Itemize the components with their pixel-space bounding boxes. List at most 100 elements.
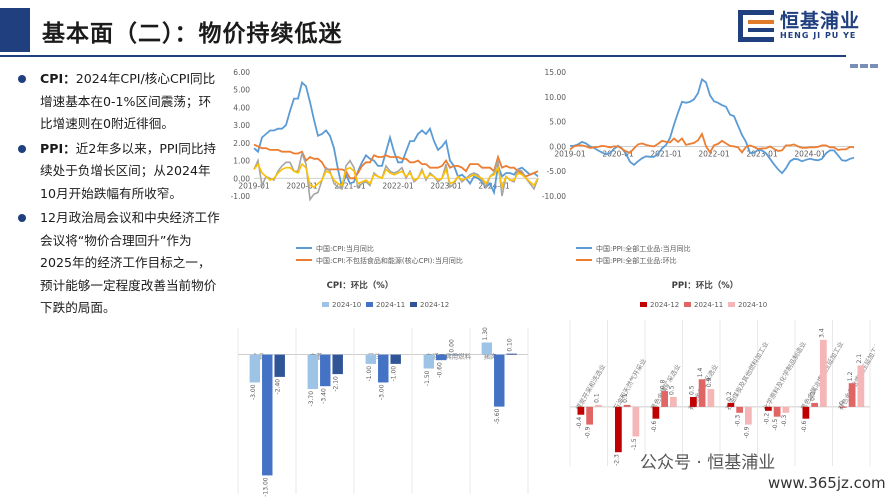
data-label: -0.3 — [781, 415, 788, 427]
y-tick-label: -1.00 — [231, 192, 251, 201]
bar — [481, 342, 493, 355]
x-tick-label: 2020-01 — [286, 181, 318, 190]
watermark-url: www.365jz.com — [768, 474, 886, 492]
data-label: 0.1 — [593, 393, 600, 403]
watermark-text: 公众号 · 恒基浦业 — [640, 453, 776, 473]
bullet-item-ppi: PPI：近2年多以来，PPI同比持续处于负增长区间；从2024年10月开始跌幅有… — [16, 138, 221, 206]
bar — [820, 339, 827, 407]
x-tick-label: 2024-01 — [794, 149, 826, 158]
data-label: -13.00 — [262, 477, 269, 497]
category-label: 石油和天然气开采业 — [611, 356, 648, 412]
bar — [765, 406, 772, 411]
ppi-mom-bar-chart: PPI：环比（%） 2024-12 2024-11 2024-10 煤炭开采和洗选业 -0… — [569, 280, 875, 466]
x-tick-label: 2023-01 — [746, 149, 778, 158]
bar — [857, 365, 865, 407]
data-label: -0.6 — [801, 421, 808, 433]
cpi-yoy-line-chart: 6.00 5.00 4.00 3.00 2.00 1.00 0.00 -1.00 2019-01… — [231, 68, 539, 265]
legend-label: 中国:PPI:全部工业品:环比 — [596, 256, 677, 265]
data-label: -1.5 — [631, 438, 638, 450]
data-label: -0.9 — [743, 426, 750, 438]
legend-label: 中国:CPI:当月同比 — [316, 244, 374, 253]
legend-swatch — [640, 302, 647, 307]
y-tick-label: 3.00 — [233, 121, 250, 130]
data-label: 0.10 — [507, 338, 514, 352]
series-line — [570, 77, 855, 175]
bar — [577, 406, 585, 415]
bar — [307, 354, 319, 389]
data-label: 0.2 — [726, 391, 733, 401]
legend-label: 中国:CPI:不包括食品和能源(核心CPI):当月同比 — [316, 256, 463, 265]
chart-title: CPI：环比（%） — [327, 280, 394, 291]
bar — [506, 353, 517, 355]
cpi-mom-bar-chart: CPI：环比（%）2024-102024-112024-12食品-3.00-13… — [237, 280, 529, 497]
x-tick-label: 2019-01 — [238, 181, 270, 190]
legend-label: 中国:PPI:全部工业品:当月同比 — [596, 244, 691, 253]
y-tick-label: -5.00 — [547, 167, 567, 176]
data-label: 0.00 — [449, 339, 456, 353]
data-label: -2.40 — [275, 379, 282, 395]
series-line — [253, 150, 539, 202]
y-tick-label: 0.00 — [549, 142, 566, 151]
legend-swatch — [322, 302, 329, 307]
data-label: -1.00 — [391, 366, 398, 382]
company-logo: 恒基浦业 HENG JI PU YE — [736, 6, 876, 46]
data-label: -3.00 — [378, 384, 385, 400]
series-line — [253, 162, 539, 190]
page-title: 基本面（二）：物价持续低迷 — [42, 21, 343, 47]
bullet-label: CPI： — [40, 71, 76, 86]
data-label: -3.40 — [320, 388, 327, 404]
y-tick-label: 6.00 — [233, 68, 250, 77]
y-tick-label: -10.00 — [542, 192, 566, 201]
data-label: 0.2 — [810, 391, 817, 401]
bar — [320, 354, 331, 387]
data-label: -0.6 — [651, 421, 658, 433]
bullet-list: CPI：2024年CPI/核心CPI同比增速基本在0-1%区间震荡；环比增速则在… — [16, 68, 221, 322]
bar — [727, 402, 735, 407]
bullet-item-cpi: CPI：2024年CPI/核心CPI同比增速基本在0-1%区间震荡；环比增速则在… — [16, 68, 221, 136]
legend-swatch — [684, 302, 691, 307]
bar — [448, 354, 459, 356]
data-label: -5.60 — [494, 408, 501, 424]
legend-label: 2024-12 — [420, 301, 449, 309]
header-divider — [0, 55, 846, 57]
x-tick-label: 2023-01 — [430, 181, 462, 190]
data-label: 0.5 — [668, 385, 675, 395]
category-label: 化学原料及化学制品制造业 — [761, 339, 808, 411]
legend-swatch — [410, 302, 417, 307]
data-label: -1.00 — [366, 366, 373, 382]
category-label: 交通工具用燃料 — [426, 352, 472, 361]
bar — [274, 354, 285, 377]
bar — [698, 379, 706, 407]
data-label: 0.9 — [706, 377, 713, 387]
legend-label: 2024-11 — [694, 301, 723, 309]
y-tick-label: 4.00 — [233, 103, 250, 112]
data-label: 3.4 — [818, 328, 825, 338]
category-label: 猪肉 — [484, 352, 497, 361]
data-label: -3.70 — [308, 391, 315, 407]
logo-name: 恒基浦业 — [780, 10, 861, 32]
data-label: 1.30 — [482, 327, 489, 341]
y-tick-label: 5.00 — [233, 86, 250, 95]
bar — [802, 406, 810, 419]
bar — [707, 389, 715, 407]
legend-label: 2024-12 — [650, 301, 679, 309]
bar — [773, 406, 781, 417]
bar — [332, 354, 343, 375]
x-tick-label: 2022-01 — [382, 181, 414, 190]
bar — [423, 354, 435, 369]
data-label: -0.5 — [772, 419, 779, 431]
bar — [436, 354, 447, 361]
bar — [378, 354, 389, 383]
y-tick-label: 10.00 — [545, 93, 567, 102]
bar — [652, 406, 660, 419]
header-divider-dots — [850, 53, 886, 68]
data-label: -3.00 — [250, 384, 257, 400]
bar — [661, 391, 668, 407]
y-tick-label: 15.00 — [545, 68, 567, 77]
bar — [595, 404, 602, 407]
bullet-dot-icon — [18, 75, 26, 83]
data-label: 1.4 — [697, 368, 704, 378]
y-tick-label: 1.00 — [233, 157, 250, 166]
legend-label: 2024-10 — [332, 301, 361, 309]
bullet-text: 近2年多以来，PPI同比持续处于负增长区间；从2024年10月开始跌幅有所收窄。 — [40, 140, 217, 201]
